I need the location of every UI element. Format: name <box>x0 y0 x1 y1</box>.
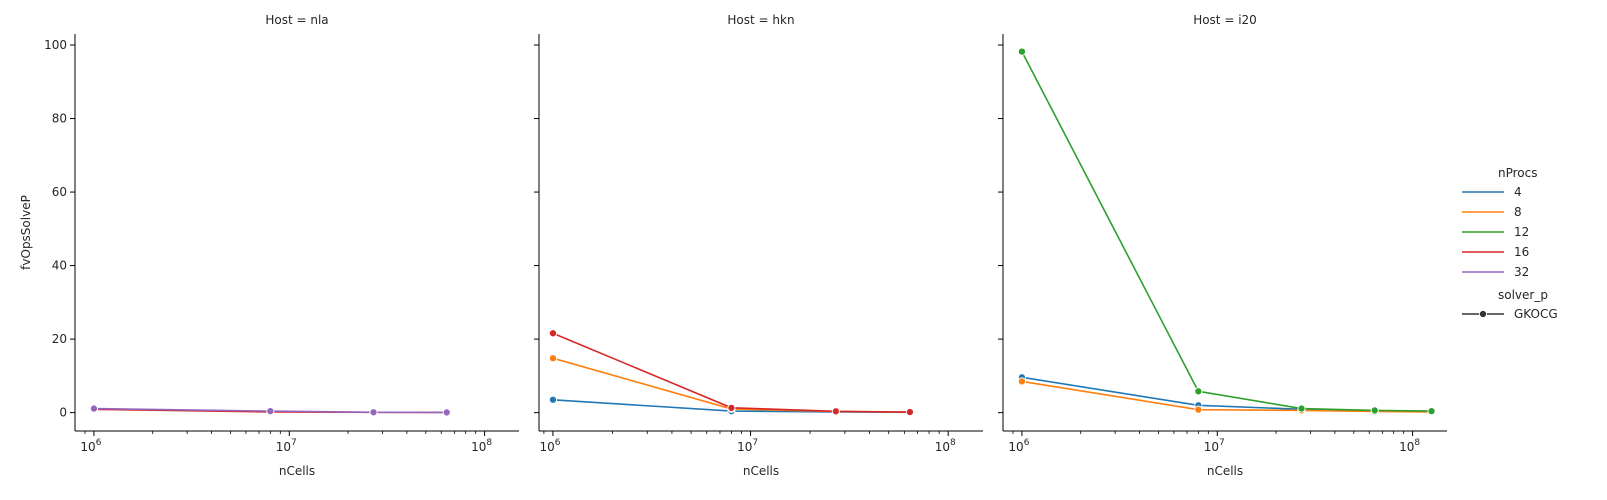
legend-marker <box>1478 309 1488 319</box>
data-point <box>727 403 736 412</box>
data-point <box>1370 406 1379 415</box>
x-tick-label: 107 <box>737 438 758 454</box>
facet-panel-3: Host = i20 106 107 108 nCells <box>998 13 1447 478</box>
y-tick-label: 80 <box>52 112 67 126</box>
legend-label: 8 <box>1514 205 1522 219</box>
data-point <box>1017 47 1026 56</box>
x-tick-label: 108 <box>471 438 492 454</box>
series-32 <box>89 404 451 417</box>
y-tick-label: 100 <box>44 38 67 52</box>
legend-label: GKOCG <box>1514 307 1558 321</box>
data-point <box>548 395 557 404</box>
x-tick-label: 106 <box>1008 438 1029 454</box>
x-axis-label: nCells <box>1207 464 1243 478</box>
data-point <box>831 407 840 416</box>
x-tick-label: 106 <box>80 438 101 454</box>
panel-title: Host = hkn <box>727 13 794 27</box>
y-tick-label: 40 <box>52 259 67 273</box>
series-16 <box>548 329 914 417</box>
y-tick-label: 20 <box>52 332 67 346</box>
y-tick-label: 60 <box>52 185 67 199</box>
data-point <box>442 408 451 417</box>
data-point <box>1017 377 1026 386</box>
data-point <box>905 408 914 417</box>
legend-label: 4 <box>1514 185 1522 199</box>
facet-panel-2: Host = hkn 106 107 108 nCells <box>534 13 983 478</box>
data-point <box>266 407 275 416</box>
data-point <box>369 408 378 417</box>
legend-title-style: solver_p <box>1498 288 1548 302</box>
x-tick-label: 108 <box>1399 438 1420 454</box>
series-12 <box>1017 47 1436 416</box>
legend-label: 12 <box>1514 225 1529 239</box>
legend-label: 32 <box>1514 265 1529 279</box>
data-point <box>89 404 98 413</box>
series-line <box>1021 51 1432 412</box>
data-point <box>1297 404 1306 413</box>
data-point <box>1194 387 1203 396</box>
series-line <box>1021 376 1432 413</box>
legend-title-hue: nProcs <box>1498 166 1538 180</box>
x-axis-label: nCells <box>279 464 315 478</box>
data-point <box>1427 407 1436 416</box>
panel-title: Host = i20 <box>1193 13 1257 27</box>
legend: nProcs 4 8 12 16 32 solver_p GKOCG <box>1462 166 1558 321</box>
x-tick-label: 106 <box>539 438 560 454</box>
x-tick-label: 108 <box>935 438 956 454</box>
data-point <box>548 354 557 363</box>
x-axis-label: nCells <box>743 464 779 478</box>
facet-panel-1: Host = nla 0 20 40 60 80 100 106 107 108 nCells <box>44 13 519 478</box>
data-point <box>548 329 557 338</box>
x-tick-label: 107 <box>1204 438 1225 454</box>
x-tick-label: 107 <box>276 438 297 454</box>
series-line <box>93 407 447 414</box>
y-tick-label: 0 <box>59 406 67 420</box>
y-axis-label: fvOpsSolveP <box>19 195 33 270</box>
series-line <box>552 332 910 413</box>
panel-title: Host = nla <box>265 13 328 27</box>
data-point <box>1194 405 1203 414</box>
legend-label: 16 <box>1514 245 1529 259</box>
